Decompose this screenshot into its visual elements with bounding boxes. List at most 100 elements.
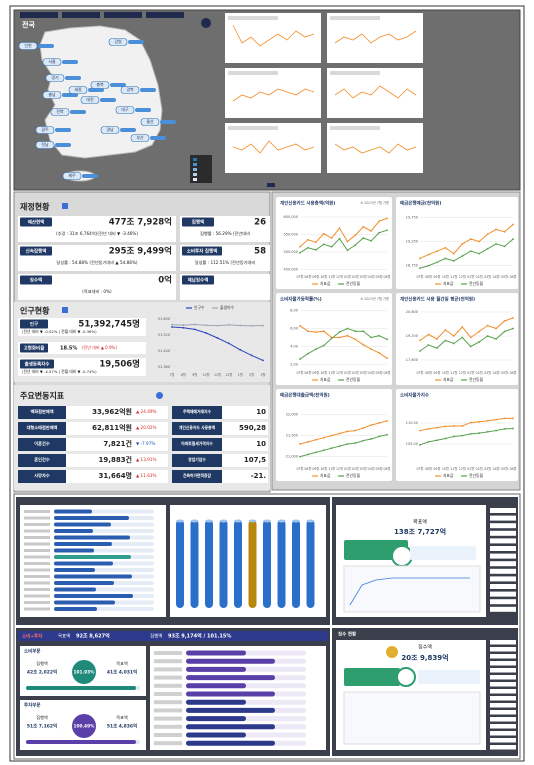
series-line xyxy=(299,229,388,254)
row-bar xyxy=(186,740,275,746)
point xyxy=(436,250,438,253)
point xyxy=(378,435,380,438)
x-tick-label: 2월 xyxy=(249,372,254,377)
region-label: 경북 xyxy=(126,86,134,92)
map-title: 전국 xyxy=(22,20,35,29)
legend-label: 전년동월 xyxy=(469,377,483,382)
panel-title: 징수 현황 xyxy=(338,631,357,638)
mini-chart-card xyxy=(327,13,423,63)
point xyxy=(436,347,438,349)
row-label xyxy=(154,724,182,729)
chart-note: ※ 2023년 7월 기준 xyxy=(360,200,389,205)
point xyxy=(338,331,341,333)
item-value: 26 xyxy=(254,218,266,228)
item-label: 집행액 xyxy=(192,219,204,226)
legend-label: 전년동월 xyxy=(346,473,360,478)
label-chip xyxy=(182,246,222,256)
item-label: 주택매매거래지수 xyxy=(183,409,211,414)
point xyxy=(314,331,317,333)
chart-card xyxy=(276,197,392,289)
x-tick-label: 02월 xyxy=(352,274,359,279)
section-title: 재정현황 xyxy=(20,202,50,212)
point xyxy=(307,330,309,333)
cylinder-top xyxy=(190,519,199,523)
side-list-row xyxy=(490,738,516,743)
point xyxy=(338,432,341,435)
card-value: 51조 7,162억 xyxy=(27,723,57,730)
point xyxy=(452,335,455,337)
point xyxy=(354,244,357,246)
list-bar xyxy=(54,529,93,533)
chart-card xyxy=(276,293,392,385)
cylinder xyxy=(234,520,242,608)
region-value-bar xyxy=(140,88,156,92)
region-value-bar xyxy=(70,110,86,114)
point xyxy=(370,438,373,440)
card-label: 목표액 xyxy=(413,519,427,526)
section-title: 투자부문 xyxy=(24,702,41,709)
point xyxy=(171,323,173,326)
header-label: 소비+투자 xyxy=(22,633,43,640)
list-bar xyxy=(54,581,114,585)
list-bar xyxy=(54,568,95,572)
point xyxy=(330,447,333,450)
x-tick-label: 10월 xyxy=(442,274,449,279)
section-title: 주요변동지표 xyxy=(20,391,65,401)
x-tick-label: 09월 xyxy=(312,466,319,471)
label-chip xyxy=(182,217,214,227)
point xyxy=(452,435,455,438)
item-value: 18.5% xyxy=(60,346,77,352)
region-pill xyxy=(68,86,88,94)
x-tick-label: 05월 xyxy=(376,370,383,375)
point xyxy=(512,417,514,420)
item-value: 31,664명 xyxy=(99,471,132,480)
list-bar xyxy=(54,548,94,553)
series-line xyxy=(299,325,388,359)
item-detail: 집행률 : 56.29% (전년대비 xyxy=(200,230,250,237)
point xyxy=(362,330,365,333)
mini-chart-line xyxy=(232,140,315,154)
list-bar xyxy=(54,535,130,540)
side-list-row xyxy=(490,675,516,680)
list-label xyxy=(24,529,50,533)
point xyxy=(299,251,301,254)
x-tick-label: 08월 xyxy=(425,466,432,471)
point xyxy=(444,257,447,260)
x-tick-label: 01월 xyxy=(467,274,474,279)
panel-title: 신속집행현황(상반기) xyxy=(340,508,381,515)
point xyxy=(452,252,455,255)
card-value: 138조 7,727억 xyxy=(394,527,446,536)
item-value: 590,28 xyxy=(239,424,266,432)
x-tick-label: 03월 xyxy=(484,370,491,375)
section-bar-fill xyxy=(26,740,136,744)
region-pill xyxy=(62,172,82,180)
chart-title: 소비자물가등락률(%) xyxy=(280,296,322,303)
region-value-bar xyxy=(88,88,104,92)
region-value-bar xyxy=(65,76,81,80)
point xyxy=(427,441,430,443)
point xyxy=(461,425,464,427)
point xyxy=(512,223,514,226)
side-list-row xyxy=(490,515,516,521)
nav-tab xyxy=(20,12,58,18)
point xyxy=(227,342,230,345)
point xyxy=(346,249,349,252)
point xyxy=(452,425,455,427)
region-pill xyxy=(120,86,140,94)
rate-gauge xyxy=(72,714,96,738)
point xyxy=(486,324,489,327)
point xyxy=(427,253,430,256)
point xyxy=(386,420,388,422)
side-list-row xyxy=(490,538,516,544)
y-tick-label: 6.00 xyxy=(290,327,298,331)
point xyxy=(444,437,447,440)
x-tick-label: 02월 xyxy=(476,274,483,279)
collection-card xyxy=(344,668,400,686)
legend-label: 지표값 xyxy=(320,281,331,286)
cylinder-top xyxy=(292,519,300,523)
series-line xyxy=(419,328,514,352)
region-label: 충남 xyxy=(48,91,56,97)
point xyxy=(452,342,455,345)
item-value: 295조 9,499억 xyxy=(109,246,172,257)
y-tick-label: 8.00 xyxy=(290,309,298,313)
